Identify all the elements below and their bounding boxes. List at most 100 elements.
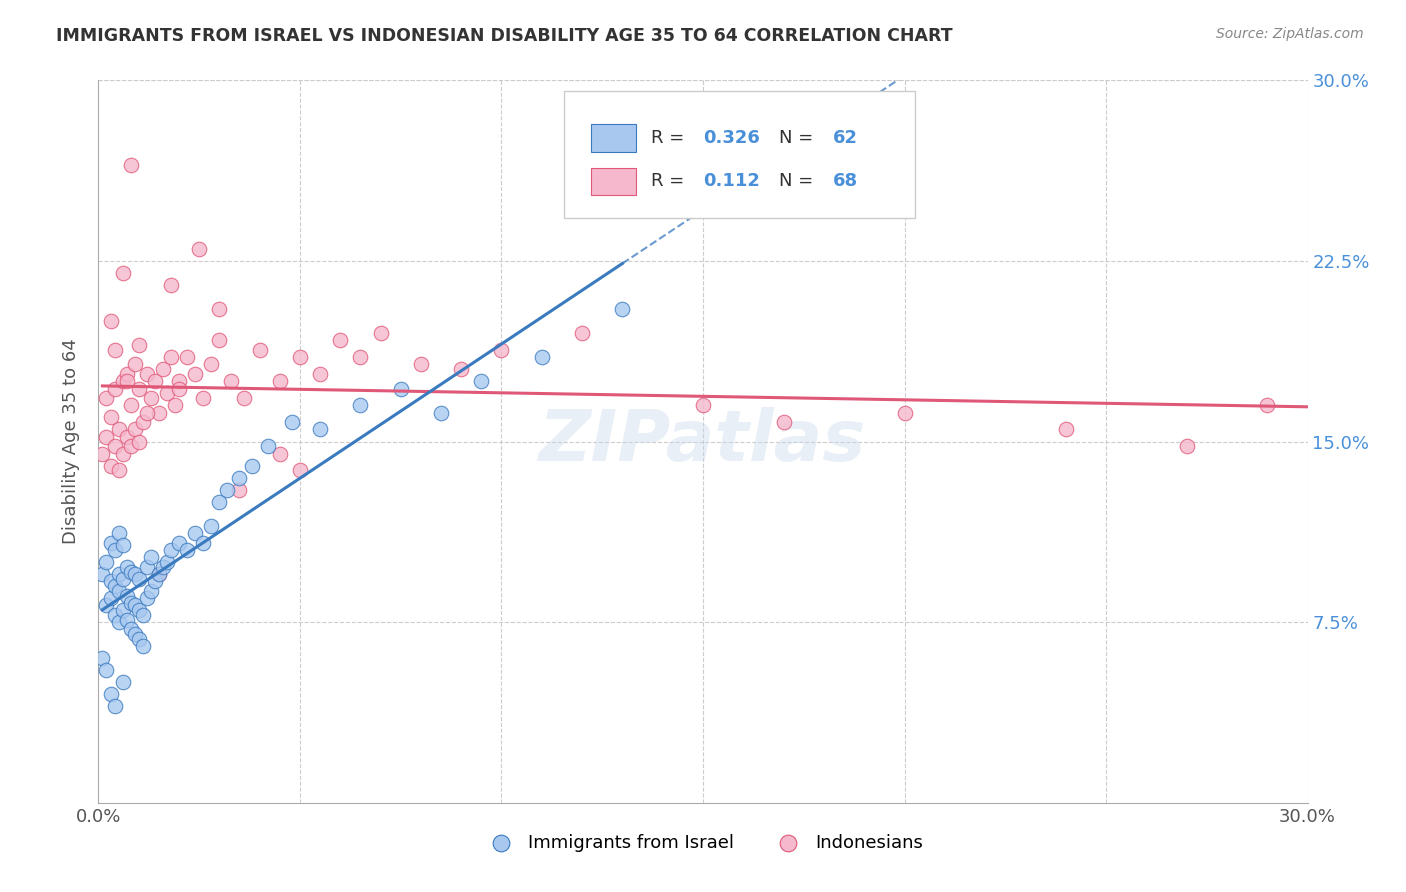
Text: R =: R = bbox=[651, 172, 696, 190]
Point bbox=[152, 559, 174, 574]
Point bbox=[221, 374, 243, 388]
Point bbox=[200, 358, 222, 372]
Point bbox=[167, 535, 190, 549]
Point bbox=[163, 398, 186, 412]
Point bbox=[115, 589, 138, 603]
Point bbox=[135, 591, 157, 605]
Point bbox=[100, 314, 122, 328]
Point bbox=[111, 603, 134, 617]
Point bbox=[288, 463, 311, 477]
Point bbox=[120, 623, 142, 637]
Point bbox=[120, 439, 142, 453]
Point bbox=[103, 699, 125, 714]
Point bbox=[135, 406, 157, 420]
Point bbox=[103, 343, 125, 357]
Point bbox=[143, 374, 166, 388]
Point bbox=[249, 343, 271, 357]
Point bbox=[256, 439, 278, 453]
Point bbox=[111, 446, 134, 460]
Point bbox=[100, 574, 122, 589]
Point bbox=[103, 439, 125, 453]
Point bbox=[430, 406, 453, 420]
Bar bbox=[591, 168, 637, 195]
Point bbox=[176, 542, 198, 557]
Point bbox=[96, 555, 118, 569]
Point bbox=[148, 406, 170, 420]
Text: 62: 62 bbox=[832, 129, 858, 147]
Point bbox=[120, 596, 142, 610]
Point bbox=[156, 555, 179, 569]
Point bbox=[124, 358, 146, 372]
Point bbox=[107, 422, 129, 436]
Point bbox=[107, 567, 129, 582]
Point bbox=[120, 157, 142, 171]
Point bbox=[530, 350, 553, 364]
Point bbox=[232, 391, 254, 405]
Point bbox=[115, 367, 138, 381]
Point bbox=[389, 382, 412, 396]
Point bbox=[132, 639, 155, 653]
Point bbox=[1054, 422, 1077, 436]
Point bbox=[184, 367, 207, 381]
Point bbox=[111, 374, 134, 388]
Point bbox=[1175, 439, 1198, 453]
Point bbox=[349, 350, 371, 364]
Point bbox=[772, 415, 794, 429]
Point bbox=[128, 338, 150, 352]
Point bbox=[409, 358, 432, 372]
Point bbox=[103, 382, 125, 396]
Point bbox=[132, 607, 155, 622]
Point bbox=[91, 567, 114, 582]
Point bbox=[111, 538, 134, 552]
Point bbox=[100, 410, 122, 425]
Point bbox=[160, 350, 183, 364]
Legend: Immigrants from Israel, Indonesians: Immigrants from Israel, Indonesians bbox=[475, 826, 931, 859]
Text: N =: N = bbox=[779, 172, 820, 190]
Point bbox=[329, 334, 352, 348]
Point bbox=[124, 567, 146, 582]
Point bbox=[470, 374, 492, 388]
Point bbox=[132, 415, 155, 429]
Point bbox=[176, 350, 198, 364]
Point bbox=[91, 446, 114, 460]
Point bbox=[309, 367, 332, 381]
Point bbox=[193, 391, 215, 405]
Point bbox=[96, 664, 118, 678]
Point bbox=[288, 350, 311, 364]
Point bbox=[111, 266, 134, 280]
Point bbox=[107, 463, 129, 477]
Point bbox=[128, 632, 150, 646]
Point bbox=[184, 526, 207, 541]
Point bbox=[124, 627, 146, 641]
Point bbox=[115, 430, 138, 444]
Point bbox=[135, 559, 157, 574]
Text: N =: N = bbox=[779, 129, 820, 147]
Text: IMMIGRANTS FROM ISRAEL VS INDONESIAN DISABILITY AGE 35 TO 64 CORRELATION CHART: IMMIGRANTS FROM ISRAEL VS INDONESIAN DIS… bbox=[56, 27, 953, 45]
Point bbox=[103, 579, 125, 593]
Point bbox=[107, 526, 129, 541]
Point bbox=[450, 362, 472, 376]
Point bbox=[228, 470, 250, 484]
Point bbox=[571, 326, 593, 340]
Point bbox=[96, 391, 118, 405]
Point bbox=[217, 483, 239, 497]
Point bbox=[128, 572, 150, 586]
Point bbox=[309, 422, 332, 436]
Point bbox=[370, 326, 392, 340]
Point bbox=[240, 458, 263, 473]
Text: 0.326: 0.326 bbox=[703, 129, 759, 147]
Point bbox=[103, 542, 125, 557]
Point bbox=[139, 550, 162, 565]
Point bbox=[167, 382, 190, 396]
Point bbox=[152, 362, 174, 376]
Point bbox=[167, 374, 190, 388]
Point bbox=[111, 675, 134, 690]
Point bbox=[188, 242, 211, 256]
Point bbox=[160, 542, 183, 557]
FancyBboxPatch shape bbox=[564, 91, 915, 218]
Point bbox=[107, 583, 129, 598]
Text: ZIPatlas: ZIPatlas bbox=[540, 407, 866, 476]
Point bbox=[128, 434, 150, 449]
Point bbox=[100, 687, 122, 701]
Point bbox=[139, 583, 162, 598]
